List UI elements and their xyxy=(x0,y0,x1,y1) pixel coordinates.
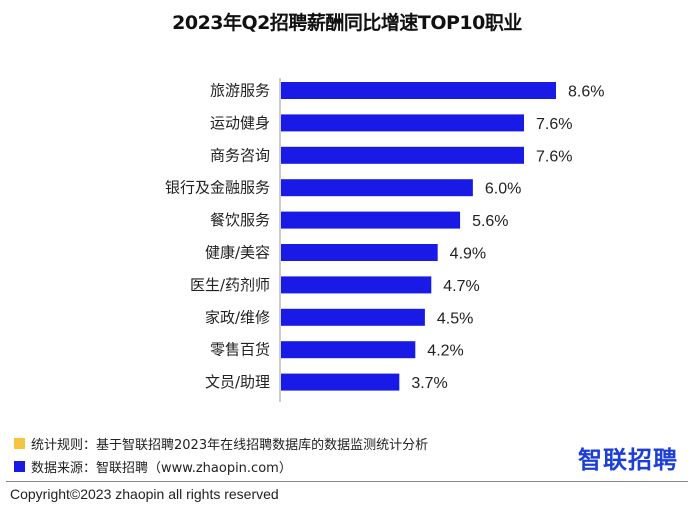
category-label: 旅游服务 xyxy=(210,82,270,100)
category-label: 商务咨询 xyxy=(210,146,270,164)
category-label: 餐饮服务 xyxy=(210,211,270,229)
footer-divider xyxy=(6,481,688,482)
value-label: 7.6% xyxy=(536,116,572,133)
legend-source: 数据来源：智联招聘（www.zhaopin.com） xyxy=(14,457,292,476)
bar xyxy=(281,211,461,229)
category-label: 银行及金融服务 xyxy=(165,179,270,197)
bar xyxy=(281,179,473,197)
legend-swatch-rule xyxy=(14,438,25,449)
legend-source-label: 数据来源：智联招聘（www.zhaopin.com） xyxy=(31,461,292,476)
bar xyxy=(281,308,425,326)
bar xyxy=(281,373,400,391)
bar xyxy=(281,276,432,294)
value-label: 6.0% xyxy=(485,181,521,198)
bar-chart: 旅游服务 8.6% 运动健身 7.6% 商务咨询 7.6% 银行及金融服务 6.0% 餐饮服务 5… xyxy=(165,78,604,402)
value-label: 8.6% xyxy=(568,84,604,101)
copyright-footer: Copyright©2023 zhaopin all rights reserv… xyxy=(10,486,279,502)
category-label: 零售百货 xyxy=(210,341,270,359)
chart-title: 2023年Q2招聘薪酬同比增速TOP10职业 xyxy=(172,12,522,34)
value-label: 3.7% xyxy=(411,375,447,392)
value-label: 7.6% xyxy=(536,148,572,165)
bar xyxy=(281,114,525,132)
category-label: 医生/药剂师 xyxy=(190,276,270,294)
bar xyxy=(281,146,525,164)
zhaopin-logo: 智联招聘 xyxy=(578,446,678,474)
category-label: 运动健身 xyxy=(210,114,270,132)
bars-group: 旅游服务 8.6% 运动健身 7.6% 商务咨询 7.6% 银行及金融服务 6.0% 餐饮服务 5… xyxy=(165,82,604,393)
category-label: 健康/美容 xyxy=(205,244,270,262)
bar xyxy=(281,82,556,99)
category-label: 文员/助理 xyxy=(205,373,270,391)
value-label: 5.6% xyxy=(472,213,508,230)
bar xyxy=(281,244,438,261)
legend-swatch-source xyxy=(14,461,25,472)
category-label: 家政/维修 xyxy=(205,308,270,326)
value-label: 4.7% xyxy=(443,278,479,295)
bar xyxy=(281,341,416,359)
value-label: 4.9% xyxy=(450,246,486,263)
legend-rule-label: 统计规则：基于智联招聘2023年在线招聘数据库的数据监测统计分析 xyxy=(31,438,429,453)
value-label: 4.2% xyxy=(427,343,463,360)
value-label: 4.5% xyxy=(437,310,473,327)
legend-rule: 统计规则：基于智联招聘2023年在线招聘数据库的数据监测统计分析 xyxy=(14,434,428,453)
